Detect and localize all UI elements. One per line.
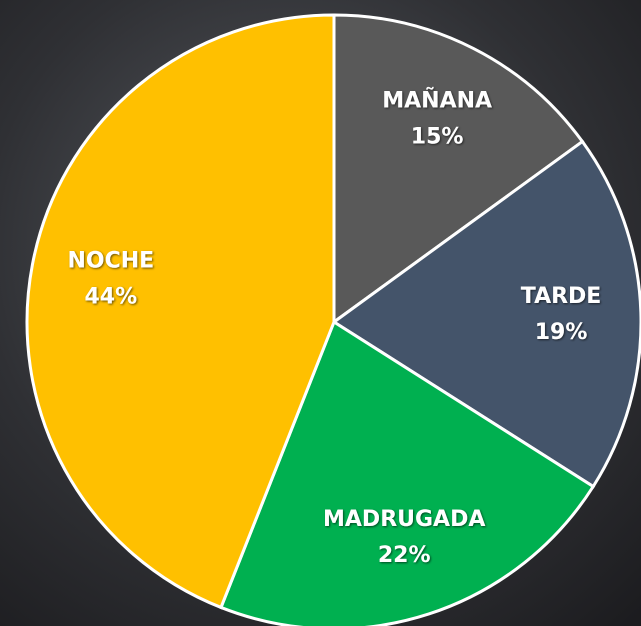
slice-label: TARDE	[521, 284, 602, 309]
pie-slice	[219, 319, 596, 626]
slice-value-label: 44%	[85, 284, 138, 309]
slice-value-label: 15%	[411, 125, 464, 150]
slice-label: MADRUGADA	[323, 507, 485, 532]
pie-slice	[332, 13, 585, 325]
slice-value-label: 19%	[535, 320, 588, 345]
slice-value-label: 22%	[378, 543, 431, 568]
slice-label: NOCHE	[67, 248, 154, 273]
slice-label: MAÑANA	[382, 88, 492, 114]
pie-slice	[25, 13, 336, 610]
